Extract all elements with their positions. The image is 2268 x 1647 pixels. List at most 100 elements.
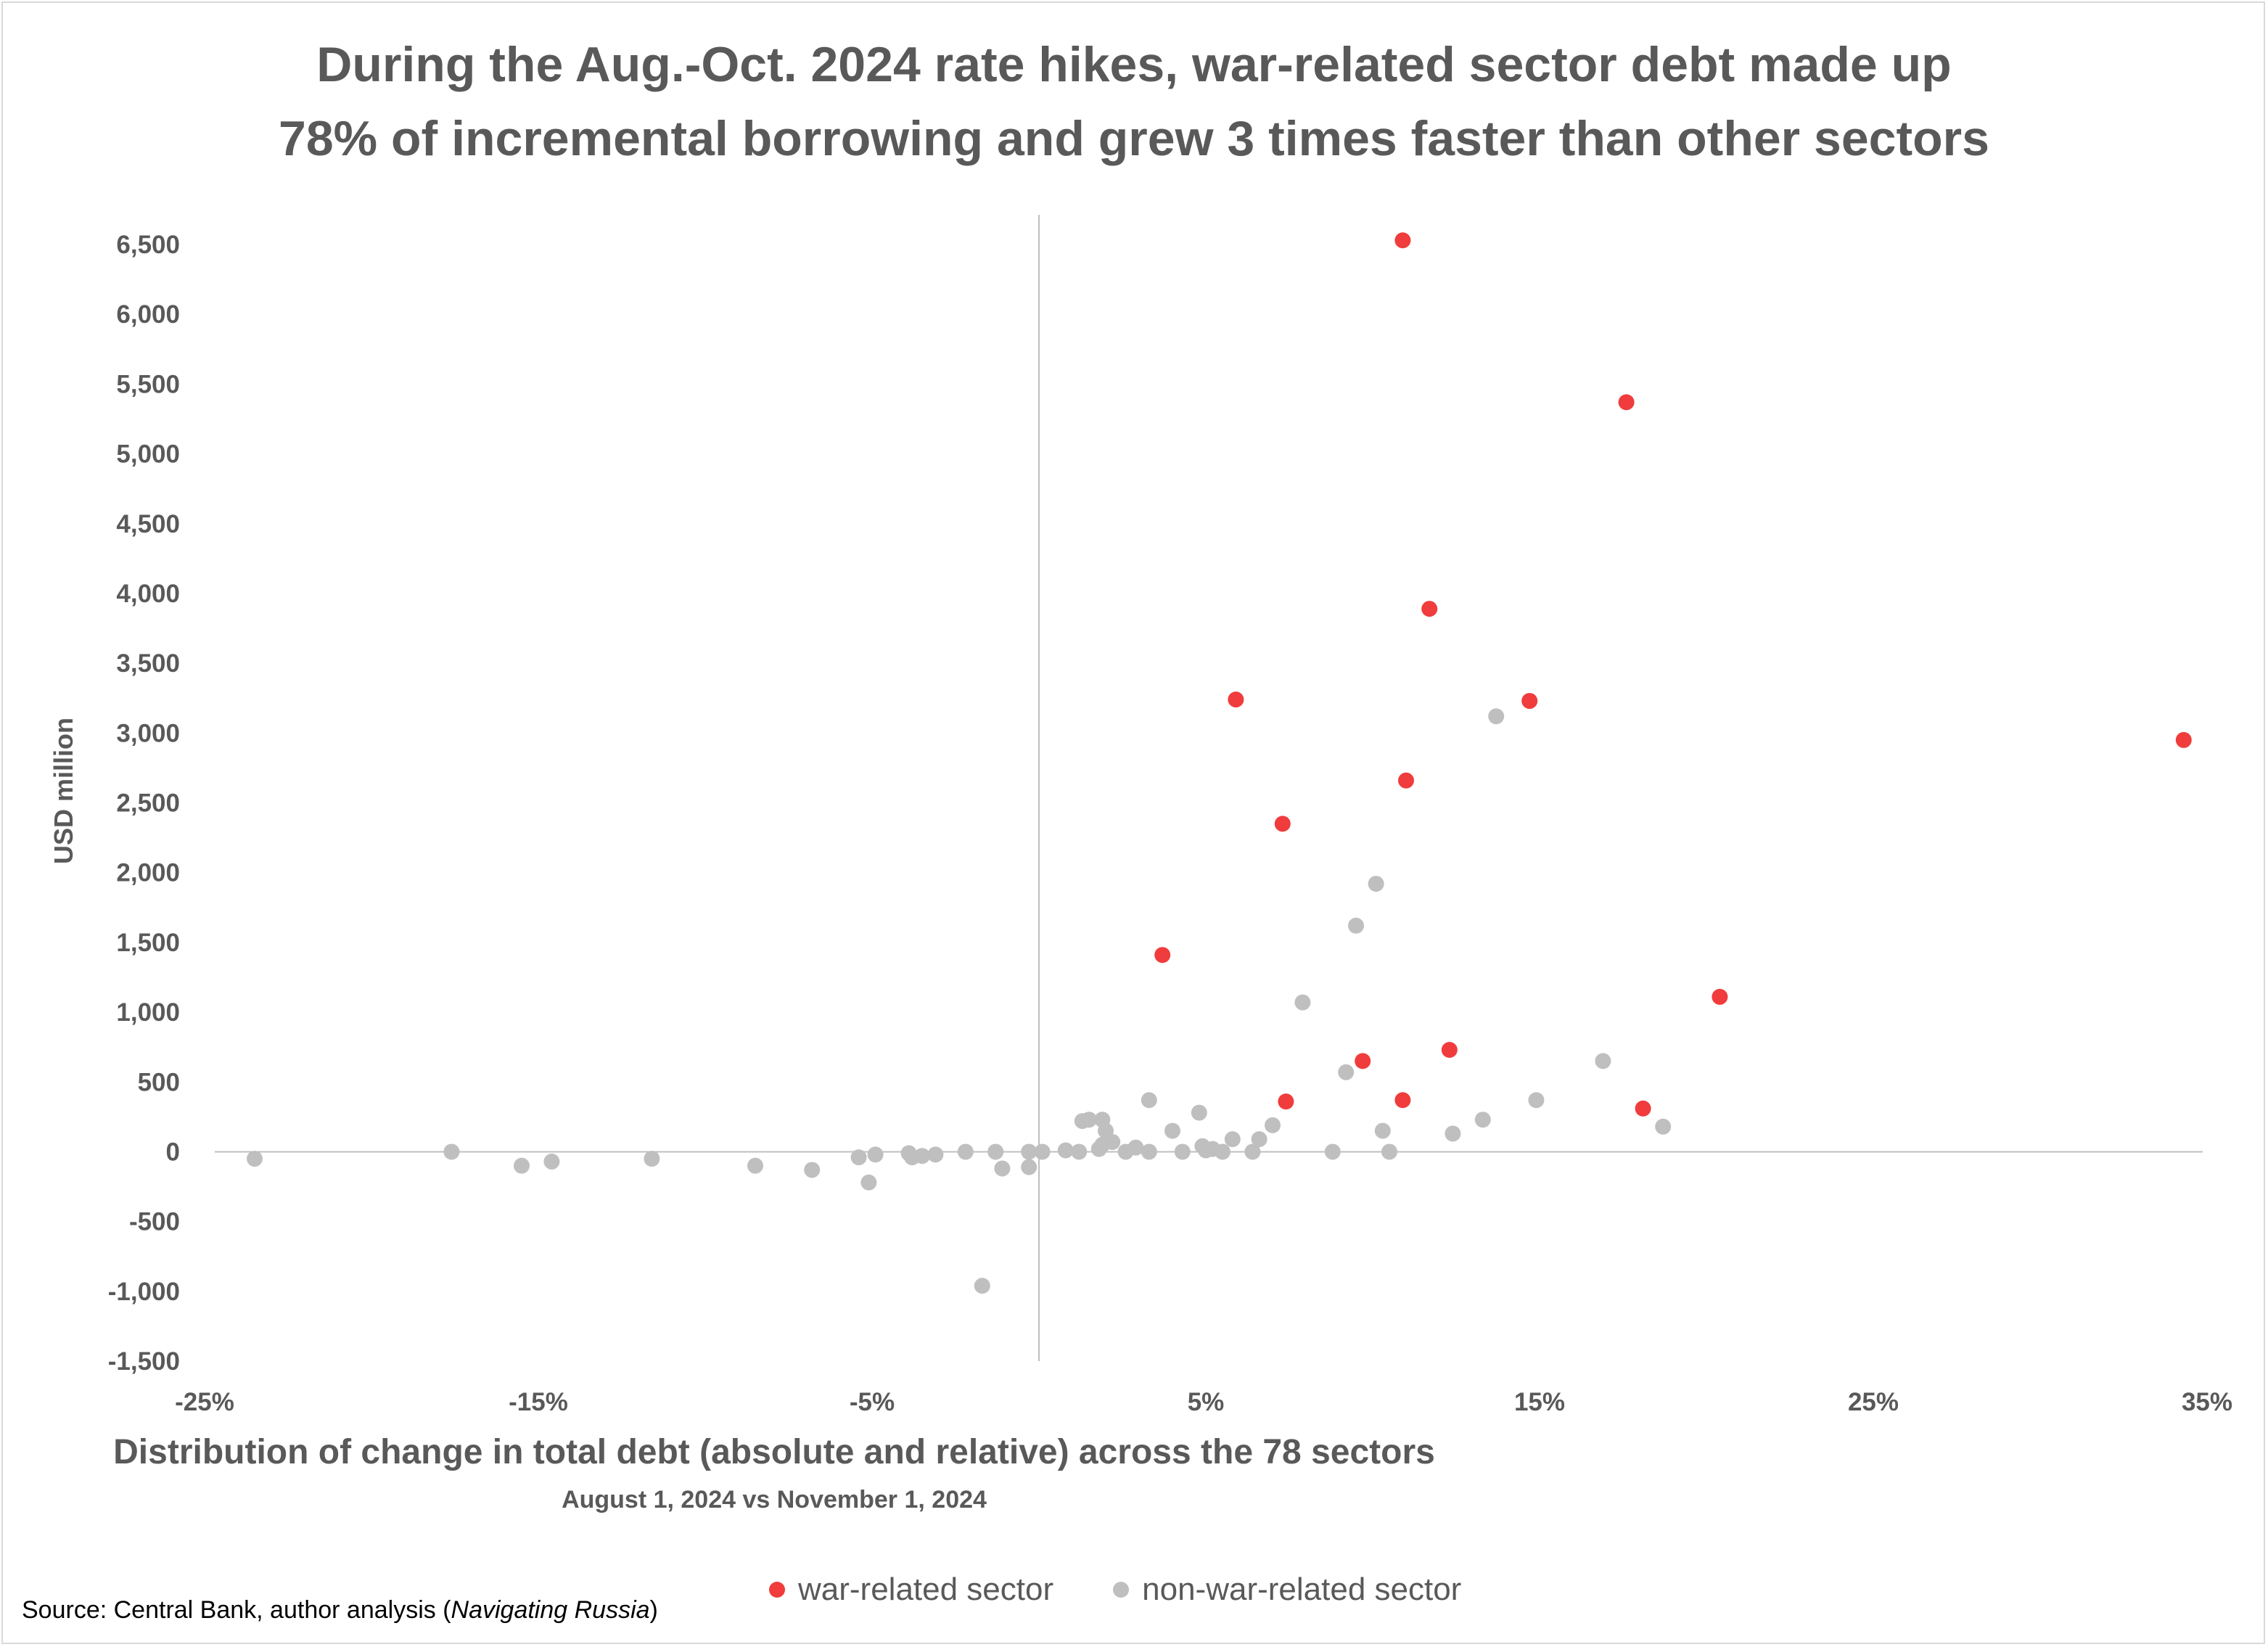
nonwar-point: [644, 1151, 660, 1167]
war-point: [1228, 691, 1244, 708]
legend-item-war: war-related sector: [769, 1572, 1053, 1608]
nonwar-point: [1057, 1142, 1074, 1159]
x-tick-label: -25%: [175, 1388, 234, 1416]
axes: [215, 215, 2203, 1361]
y-tick-label: 0: [166, 1138, 180, 1166]
nonwar-point: [1655, 1118, 1672, 1135]
legend: war-related sector non-war-related secto…: [769, 1572, 1521, 1608]
nonwar-point: [1488, 708, 1505, 725]
nonwar-point: [1474, 1112, 1491, 1128]
nonwar-point: [543, 1153, 560, 1170]
nonwar-point: [1164, 1122, 1180, 1139]
y-tick-label: 6,500: [116, 231, 180, 259]
y-tick-label: 500: [138, 1068, 180, 1096]
nonwar-point: [1215, 1143, 1230, 1160]
nonwar-point: [1374, 1122, 1391, 1139]
nonwar-point: [1348, 917, 1364, 934]
y-axis-label: USD million: [49, 718, 78, 864]
chart-title: During the Aug.-Oct. 2024 rate hikes, wa…: [0, 28, 2268, 176]
nonwar-point: [1595, 1053, 1611, 1069]
war-point: [1394, 232, 1411, 249]
war-point: [1635, 1100, 1651, 1117]
y-tick-label: 5,500: [116, 370, 180, 398]
nonwar-point: [514, 1157, 530, 1174]
nonwar-point: [1071, 1143, 1088, 1160]
nonwar-point: [1244, 1143, 1261, 1160]
data-points: [247, 232, 2192, 1294]
source-italic: Navigating Russia: [451, 1596, 650, 1624]
nonwar-point: [1368, 876, 1384, 892]
y-tick-label: 2,500: [116, 789, 180, 818]
y-tick-label: -500: [129, 1208, 180, 1236]
nonwar-point: [1021, 1159, 1038, 1175]
source-note: Source: Central Bank, author analysis (N…: [22, 1596, 658, 1625]
y-tick-label: -1,500: [108, 1347, 180, 1376]
nonwar-point: [1528, 1092, 1545, 1109]
nonwar-point: [1224, 1131, 1241, 1148]
y-tick-label: 4,000: [116, 580, 180, 608]
y-tick-label: 1,000: [116, 998, 180, 1027]
nonwar-point: [1251, 1131, 1267, 1148]
nonwar-point: [904, 1149, 921, 1166]
war-point: [1154, 947, 1171, 964]
nonwar-point: [860, 1174, 877, 1191]
y-tick-label: 4,500: [116, 510, 180, 538]
nonwar-point: [974, 1278, 990, 1294]
y-tick-label: 1,500: [116, 929, 180, 957]
legend-war-label: war-related sector: [798, 1572, 1054, 1607]
war-point: [1355, 1053, 1371, 1069]
nonwar-point: [1081, 1112, 1097, 1128]
y-tick-label: 3,500: [116, 649, 180, 678]
legend-nonwar-marker: [1113, 1582, 1130, 1598]
nonwar-point: [1445, 1125, 1461, 1142]
war-point: [1394, 1092, 1411, 1109]
nonwar-point: [1174, 1143, 1191, 1160]
nonwar-point: [1034, 1143, 1051, 1160]
nonwar-point: [1198, 1142, 1214, 1159]
legend-war-marker: [769, 1582, 785, 1598]
war-point: [2175, 731, 2192, 748]
x-tick-label: 25%: [1848, 1388, 1899, 1416]
x-tick-label: -5%: [850, 1388, 895, 1416]
tick-labels: -1,500 -1,000 -500 0 500 1,000 1,500 2,000 2,500…: [108, 231, 2232, 1416]
scatter-plot: -1,500 -1,000 -500 0 500 1,000 1,500 2,000 2,500…: [49, 215, 2232, 1416]
chart-title-line-2: 78% of incremental borrowing and grew 3 …: [279, 111, 1989, 166]
y-tick-label: -1,000: [108, 1278, 180, 1306]
y-tick-label: 5,000: [116, 440, 180, 469]
series-nonwar: [247, 708, 1672, 1294]
war-point: [1398, 772, 1414, 789]
legend-item-nonwar: non-war-related sector: [1113, 1572, 1461, 1608]
x-tick-label: 5%: [1188, 1388, 1225, 1416]
war-point: [1421, 601, 1438, 617]
war-point: [1521, 693, 1538, 710]
nonwar-point: [1141, 1092, 1157, 1109]
nonwar-point: [927, 1146, 944, 1163]
nonwar-point: [957, 1143, 974, 1160]
source-suffix: ): [649, 1596, 658, 1624]
nonwar-point: [1141, 1143, 1157, 1160]
war-point: [1618, 394, 1635, 411]
nonwar-point: [747, 1157, 763, 1174]
nonwar-point: [1090, 1141, 1107, 1157]
nonwar-point: [443, 1143, 460, 1160]
war-point: [1441, 1042, 1458, 1059]
x-axis-sublabel: August 1, 2024 vs November 1, 2024: [562, 1486, 987, 1513]
x-tick-label: -15%: [509, 1388, 568, 1416]
y-tick-label: 2,000: [116, 859, 180, 887]
nonwar-point: [804, 1162, 821, 1178]
nonwar-point: [1338, 1064, 1355, 1080]
x-tick-label: 15%: [1514, 1388, 1565, 1416]
war-point: [1278, 1093, 1294, 1110]
war-point: [1712, 988, 1728, 1005]
war-point: [1274, 816, 1291, 832]
nonwar-point: [1381, 1143, 1397, 1160]
x-tick-label: 35%: [2182, 1388, 2232, 1416]
x-axis-label: Distribution of change in total debt (ab…: [113, 1433, 1435, 1471]
y-tick-label: 3,000: [116, 719, 180, 747]
nonwar-point: [1021, 1143, 1038, 1160]
series-war: [1154, 232, 2192, 1117]
nonwar-point: [1294, 994, 1311, 1011]
nonwar-point: [850, 1149, 867, 1166]
legend-nonwar-label: non-war-related sector: [1142, 1572, 1462, 1607]
